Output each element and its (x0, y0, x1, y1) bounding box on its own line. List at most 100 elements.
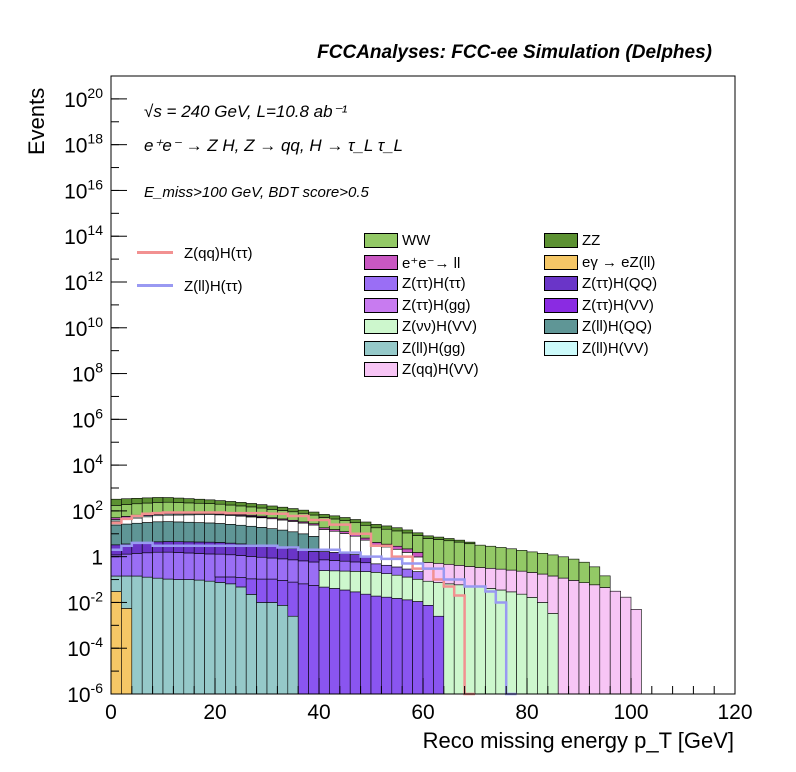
stacked-histogram (110, 497, 642, 695)
bar-series-6-bin-20 (318, 551, 330, 561)
bar-series-2-bin-14 (256, 578, 268, 603)
bar-series-8-bin-17 (287, 521, 299, 533)
bar-series-2-bin-13 (245, 578, 257, 595)
bar-series-12-bin-39 (516, 550, 528, 572)
bar-series-5-bin-27 (391, 566, 403, 576)
bar-series-3-bin-40 (526, 597, 538, 695)
bar-series-4-bin-50 (630, 609, 642, 695)
x-tick-label-0: 0 (105, 701, 117, 724)
bar-series-4-bin-35 (474, 567, 486, 588)
bar-series-1-bin-10 (214, 582, 226, 695)
bar-series-8-bin-15 (266, 518, 278, 529)
bar-series-3-bin-33 (453, 584, 465, 695)
bar-series-13-bin-13 (245, 503, 257, 508)
y-axis-label: Events (24, 87, 49, 155)
bar-series-2-bin-31 (433, 615, 445, 695)
bar-series-2-bin-30 (422, 605, 434, 695)
bar-series-13-bin-18 (297, 509, 309, 514)
bar-series-8-bin-28 (401, 552, 413, 570)
bar-series-1-bin-12 (235, 586, 247, 695)
bar-series-7-bin-11 (225, 524, 237, 544)
bar-series-5-bin-18 (297, 560, 309, 585)
annotation-energy-lumi: √s = 240 GeV, L=10.8 ab⁻¹ (144, 102, 348, 121)
x-tick-label-1: 20 (203, 701, 226, 724)
bar-series-13-bin-14 (256, 504, 268, 509)
bar-series-13-bin-27 (391, 527, 403, 532)
bar-series-8-bin-4 (152, 515, 164, 523)
bar-series-2-bin-25 (370, 595, 382, 695)
bar-series-13-bin-24 (360, 521, 372, 526)
y-tick-label-2: 10-2 (67, 588, 103, 615)
bar-series-12-bin-36 (485, 545, 497, 569)
bar-series-2-bin-23 (349, 591, 361, 695)
bar-series-10-bin-29 (412, 552, 424, 558)
bar-series-13-bin-16 (277, 506, 289, 511)
bar-series-5-bin-15 (266, 557, 278, 580)
bar-series-5-bin-11 (225, 554, 237, 578)
legend-box-10 (364, 340, 398, 356)
bar-series-12-bin-38 (505, 548, 517, 571)
bar-series-5-bin-23 (349, 561, 361, 572)
bar-series-13-bin-30 (422, 535, 434, 539)
bar-series-13-bin-1 (121, 498, 133, 505)
bar-series-6-bin-10 (214, 542, 226, 555)
bar-series-1-bin-3 (141, 576, 153, 695)
bar-series-4-bin-30 (422, 562, 434, 582)
bar-series-8-bin-5 (162, 514, 174, 522)
y-tick-label-1: 10-4 (67, 634, 103, 661)
legend-box-6 (364, 297, 398, 313)
bar-series-8-bin-20 (318, 529, 330, 552)
bar-series-13-bin-15 (266, 505, 278, 510)
bar-series-3-bin-31 (433, 582, 445, 617)
bar-series-13-bin-10 (214, 500, 226, 505)
bar-series-12-bin-34 (464, 543, 476, 567)
bar-series-13-bin-25 (370, 524, 382, 529)
bar-series-4-bin-38 (505, 569, 517, 593)
bar-series-12-bin-31 (433, 539, 445, 564)
bar-series-6-bin-22 (339, 553, 351, 562)
bar-series-13-bin-6 (173, 497, 185, 503)
bar-series-7-bin-15 (266, 528, 278, 547)
bar-series-13-bin-34 (464, 541, 476, 545)
bar-series-12-bin-41 (537, 552, 549, 575)
bar-series-8-bin-2 (131, 517, 143, 524)
bar-series-12-bin-5 (162, 501, 174, 514)
bar-series-4-bin-44 (568, 580, 580, 695)
bar-series-12-bin-28 (401, 532, 413, 550)
bar-series-7-bin-0 (110, 524, 122, 546)
bar-series-4-bin-43 (557, 577, 569, 695)
bar-series-4-bin-49 (620, 596, 632, 695)
bar-series-7-bin-18 (297, 533, 309, 551)
legend-line-0 (137, 251, 173, 254)
bar-series-4-bin-37 (495, 568, 507, 591)
bar-series-13-bin-32 (443, 538, 455, 542)
legend-label-11: Z(ll)H(VV) (582, 339, 649, 357)
bar-series-12-bin-27 (391, 530, 403, 547)
x-tick-label-4: 80 (515, 701, 538, 724)
y-axis: 10-6 10-4 10-2 1 102 104 106 108 1010 1012 1014 101… (64, 85, 127, 707)
legend-box-11 (544, 340, 578, 356)
bar-series-12-bin-24 (360, 524, 372, 539)
bar-series-7-bin-12 (235, 524, 247, 545)
bar-series-7-bin-16 (277, 529, 289, 548)
bar-series-5-bin-29 (412, 571, 424, 580)
bar-series-2-bin-28 (401, 599, 413, 695)
bar-series-1-bin-7 (183, 579, 195, 695)
bar-series-13-bin-8 (193, 498, 205, 504)
bar-series-7-bin-5 (162, 521, 174, 542)
bar-series-6-bin-17 (287, 548, 299, 561)
bar-series-3-bin-30 (422, 580, 434, 606)
bar-series-1-bin-1 (121, 575, 133, 609)
bar-series-4-bin-48 (609, 590, 621, 695)
chart-title: FCCAnalyses: FCC-ee Simulation (Delphes) (317, 42, 712, 63)
y-tick-label-13: 1020 (64, 85, 103, 112)
bar-series-12-bin-40 (526, 551, 538, 573)
bar-series-2-bin-26 (381, 596, 393, 695)
bar-series-3-bin-23 (349, 571, 361, 593)
bar-series-8-bin-25 (370, 544, 382, 565)
bar-series-1-bin-17 (287, 615, 299, 695)
bar-series-8-bin-9 (204, 514, 216, 524)
bar-series-12-bin-3 (141, 502, 153, 515)
bar-series-6-bin-6 (173, 541, 185, 553)
bar-series-5-bin-12 (235, 555, 247, 578)
